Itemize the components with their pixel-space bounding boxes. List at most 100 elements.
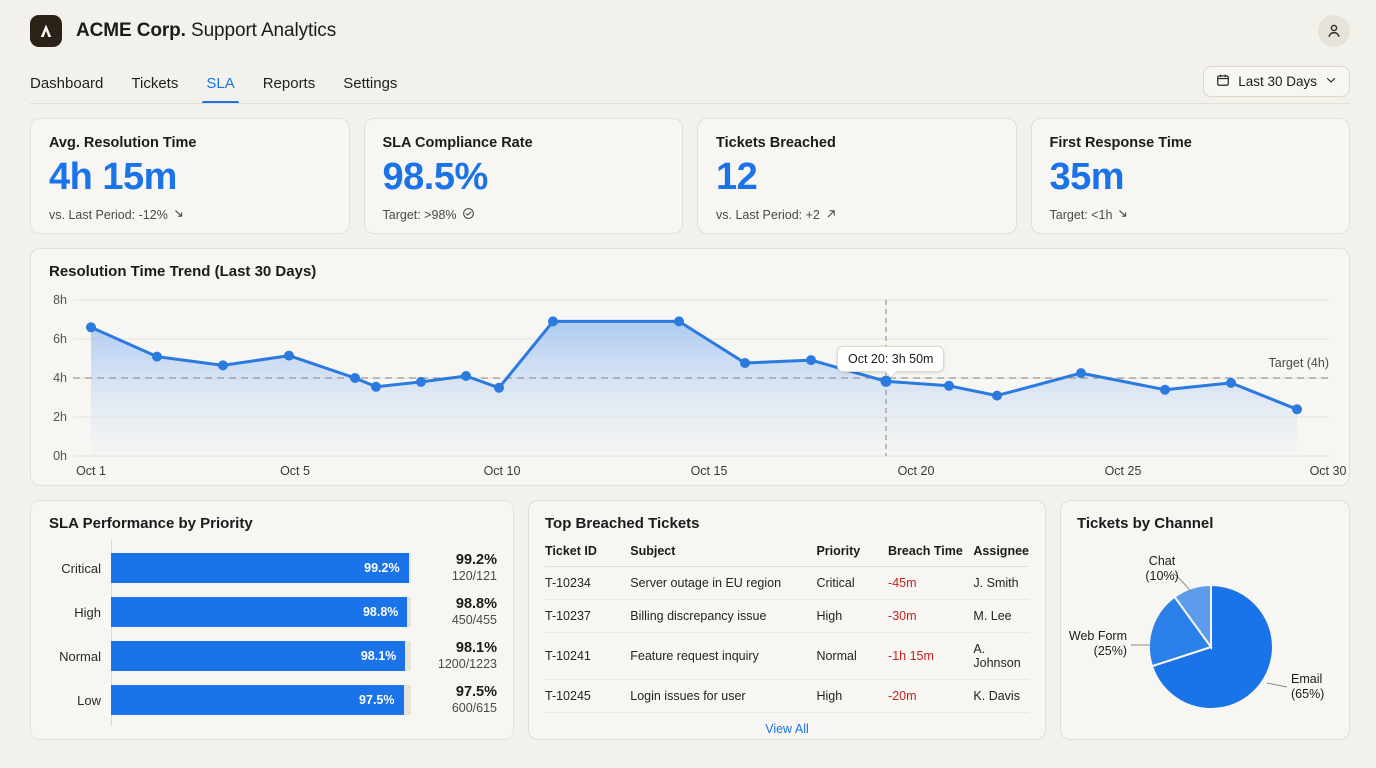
brand-subtitle: Support Analytics [185,20,337,41]
bar-value-label: 98.8% [362,605,399,619]
cell-subject: Login issues for user [630,679,817,713]
kpi-title: First Response Time [1049,135,1192,151]
line-chart-svg: 8h 6h 4h 2h 0h Target (4h) [53,293,1347,478]
view-all-link[interactable]: View All [765,722,809,736]
table-body: T-10234 Server outage in EU region Criti… [545,566,1029,713]
tickets-by-channel-card: Tickets by Channel [1060,500,1350,740]
date-range-selector[interactable]: Last 30 Days [1203,66,1350,97]
col-subject: Subject [630,544,676,558]
card-title: SLA Performance by Priority [49,515,253,532]
bar-percent: 99.2% [455,552,497,569]
cell-assignee: M. Lee [973,599,1029,633]
tab-sla[interactable]: SLA [192,62,248,104]
tab-reports[interactable]: Reports [262,74,316,92]
kpi-subtext: Target: <1h [1049,207,1113,222]
bar-chart-axis [111,540,112,726]
bar-value-label: 98.1% [360,649,397,663]
svg-text:0h: 0h [53,449,67,463]
bar-percent: 97.5% [455,684,497,701]
table-row[interactable]: T-10241 Feature request inquiry Normal -… [545,632,1029,680]
svg-text:Oct 30: Oct 30 [1310,464,1347,478]
svg-text:6h: 6h [53,332,67,346]
top-breached-tickets-card: Top Breached Tickets Ticket ID Subject P… [528,500,1046,740]
svg-text:Oct 20: Oct 20 [898,464,935,478]
nav-tabs: Dashboard Tickets SLA Reports Settings [30,62,1350,104]
col-ticket-id: Ticket ID [545,544,597,558]
check-circle-icon [462,207,475,223]
chart-tooltip: Oct 20: 3h 50m [837,346,945,372]
kpi-subtext: vs. Last Period: +2 [716,207,820,222]
kpi-subtext-wrap: vs. Last Period: -12% [49,207,331,223]
kpi-title: SLA Compliance Rate [382,135,533,151]
cell-subject: Feature request inquiry [630,632,817,680]
pie-label-web-form-value: (25%) [1094,644,1127,658]
cell-breach-time: -45m [888,566,974,600]
app-header: ACME Corp. Support Analytics [0,0,1376,62]
table-row[interactable]: T-10237 Billing discrepancy issue High -… [545,599,1029,633]
tab-dashboard[interactable]: Dashboard [30,74,104,92]
cell-breach-time: -30m [888,599,974,633]
acme-logo-icon [30,15,62,47]
bar-track: 97.5% [111,685,411,715]
bar-row[interactable]: Low 97.5% 97.5% 600/615 [49,678,497,722]
cell-assignee: J. Smith [973,566,1029,600]
kpi-value: 12 [716,156,758,198]
svg-text:Oct 15: Oct 15 [691,464,728,478]
bar-stats: 97.5% 600/615 [411,684,497,716]
pie-label-web-form-name: Web Form [1069,629,1127,643]
pie-leader-line-chat [1172,572,1193,594]
arrow-down-right-icon [1117,207,1130,223]
pie-slice-email [1150,583,1274,710]
nav-divider [30,103,1350,104]
avatar[interactable] [1318,15,1350,47]
bar-track: 99.2% [111,553,411,583]
chevron-down-icon [1325,74,1337,89]
dashboard-content: Avg. Resolution Time 4h 15m vs. Last Per… [0,104,1376,740]
bar-track: 98.8% [111,597,411,627]
svg-text:Oct 1: Oct 1 [76,464,106,478]
card-title: Tickets by Channel [1077,515,1214,532]
bar-track: 98.1% [111,641,411,671]
kpi-value: 4h 15m [49,156,177,198]
svg-text:Oct 5: Oct 5 [280,464,310,478]
table-header: Ticket ID Subject Priority Breach Time A… [545,544,1029,567]
arrow-down-right-icon [173,207,186,223]
pie-label-email-value: (65%) [1291,687,1324,701]
kpi-card-avg-resolution-time: Avg. Resolution Time 4h 15m vs. Last Per… [30,118,350,234]
svg-text:Oct 25: Oct 25 [1105,464,1142,478]
col-priority: Priority [816,544,861,558]
pie-label-chat-value: (10%) [1145,569,1178,583]
bar-row[interactable]: Critical 99.2% 99.2% 120/121 [49,546,497,590]
cell-priority: High [816,599,889,633]
target-line-label: Target (4h) [1269,356,1329,370]
bar-percent: 98.8% [455,596,497,613]
arrow-up-right-icon [825,207,838,223]
bar-fraction: 600/615 [451,700,497,715]
card-title: Top Breached Tickets [545,515,700,532]
kpi-subtext: Target: >98% [382,207,457,222]
bar-fraction: 450/455 [451,612,497,627]
tab-settings[interactable]: Settings [343,74,398,92]
kpi-card-sla-compliance-rate: SLA Compliance Rate 98.5% Target: >98% [363,118,683,234]
kpi-value: 98.5% [382,156,489,198]
cell-ticket-id: T-10237 [545,599,631,633]
table-row[interactable]: T-10234 Server outage in EU region Criti… [545,566,1029,600]
bar-row[interactable]: Normal 98.1% 98.1% 1200/1223 [49,634,497,678]
pie-slice-web-form [1147,595,1213,668]
table-header-row: Ticket ID Subject Priority Breach Time A… [545,544,1029,567]
bar-row[interactable]: High 98.8% 98.8% 450/455 [49,590,497,634]
kpi-subtext-wrap: Target: <1h [1050,207,1332,223]
kpi-row: Avg. Resolution Time 4h 15m vs. Last Per… [30,118,1350,234]
cell-assignee: A. Johnson [973,632,1029,680]
svg-text:2h: 2h [53,410,67,424]
bar-stats: 99.2% 120/121 [411,552,497,584]
resolution-time-line-chart[interactable]: 8h 6h 4h 2h 0h Target (4h) [31,289,1347,485]
kpi-subtext: vs. Last Period: -12% [49,207,168,222]
tab-tickets[interactable]: Tickets [131,74,179,92]
bar-stats: 98.8% 450/455 [411,596,497,628]
kpi-title: Avg. Resolution Time [49,135,197,151]
tickets-by-channel-pie-chart[interactable]: Chat (10%) Web Form (25%) Email (65%) [1061,535,1349,735]
breached-tickets-table: Ticket ID Subject Priority Breach Time A… [545,544,1029,713]
table-row[interactable]: T-10245 Login issues for user High -20m … [545,679,1029,713]
cell-subject: Billing discrepancy issue [630,599,817,633]
